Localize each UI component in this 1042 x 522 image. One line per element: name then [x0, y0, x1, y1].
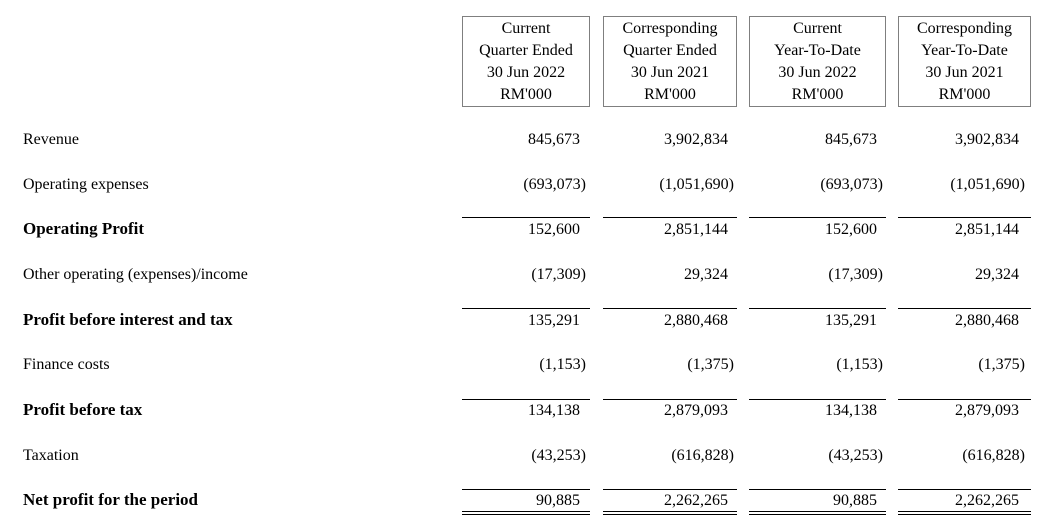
row-label-taxation: Taxation [23, 447, 79, 464]
cell-op-profit-ytd2022: 152,600 [825, 221, 877, 238]
cell-pbit-q2022: 135,291 [528, 312, 580, 329]
header-line: RM'000 [644, 86, 696, 103]
cell-pbt-ytd2022: 134,138 [825, 402, 877, 419]
cell-op-profit-ytd2021: 2,851,144 [955, 221, 1019, 238]
cell-revenue-ytd2021: 3,902,834 [955, 131, 1019, 148]
header-line: Quarter Ended [479, 42, 573, 59]
total-double-rule-bottom [603, 514, 737, 515]
header-line: Corresponding [916, 20, 1013, 37]
total-double-rule-bottom [462, 514, 590, 515]
header-line: Year-To-Date [921, 42, 1008, 59]
cell-pbt-q2022: 134,138 [528, 402, 580, 419]
row-label-pbt: Profit before tax [23, 400, 143, 419]
subtotal-rule [462, 489, 590, 490]
column-header-corresponding-quarter: Corresponding Quarter Ended 30 Jun 2021 … [603, 16, 737, 107]
total-double-rule-top [603, 511, 737, 512]
cell-op-profit-q2021: 2,851,144 [664, 221, 728, 238]
row-label-other-operating: Other operating (expenses)/income [23, 266, 248, 283]
subtotal-rule [462, 308, 590, 309]
header-line: Year-To-Date [774, 42, 861, 59]
column-header-current-quarter: Current Quarter Ended 30 Jun 2022 RM'000 [462, 16, 590, 107]
total-double-rule-bottom [898, 514, 1031, 515]
subtotal-rule [462, 399, 590, 400]
header-line: 30 Jun 2022 [486, 64, 566, 81]
cell-pbt-ytd2021: 2,879,093 [955, 402, 1019, 419]
cell-op-profit-q2022: 152,600 [528, 221, 580, 238]
cell-revenue-ytd2022: 845,673 [825, 131, 877, 148]
header-line: Corresponding [622, 20, 718, 37]
subtotal-rule [898, 399, 1031, 400]
cell-finance-ytd2022: (1,153) [836, 356, 883, 373]
cell-pbit-ytd2021: 2,880,468 [955, 312, 1019, 329]
cell-revenue-q2021: 3,902,834 [664, 131, 728, 148]
cell-tax-q2021: (616,828) [671, 447, 734, 464]
cell-tax-ytd2021: (616,828) [962, 447, 1025, 464]
subtotal-rule [603, 399, 737, 400]
row-label-finance-costs: Finance costs [23, 356, 110, 373]
cell-opex-ytd2022: (693,073) [820, 176, 883, 193]
subtotal-rule [898, 217, 1031, 218]
header-line: RM'000 [500, 86, 552, 103]
cell-finance-q2022: (1,153) [539, 356, 586, 373]
header-line: RM'000 [938, 86, 991, 103]
header-line: 30 Jun 2021 [630, 64, 710, 81]
header-line: Quarter Ended [623, 42, 717, 59]
total-double-rule-top [898, 511, 1031, 512]
cell-other-q2022: (17,309) [531, 266, 586, 283]
header-line: Current [793, 20, 842, 37]
row-label-pbit: Profit before interest and tax [23, 310, 233, 329]
total-double-rule-top [749, 511, 886, 512]
cell-tax-q2022: (43,253) [531, 447, 586, 464]
row-label-operating-profit: Operating Profit [23, 219, 145, 238]
subtotal-rule [603, 308, 737, 309]
cell-opex-q2021: (1,051,690) [659, 176, 734, 193]
column-header-current-ytd: Current Year-To-Date 30 Jun 2022 RM'000 [749, 16, 886, 107]
subtotal-rule [749, 489, 886, 490]
subtotal-rule [749, 217, 886, 218]
row-label-net-profit: Net profit for the period [23, 490, 199, 509]
cell-opex-ytd2021: (1,051,690) [950, 176, 1025, 193]
cell-net-q2021: 2,262,265 [664, 492, 728, 509]
subtotal-rule [603, 489, 737, 490]
cell-opex-q2022: (693,073) [523, 176, 586, 193]
header-line: Current [501, 20, 551, 37]
cell-other-ytd2021: 29,324 [975, 266, 1019, 283]
subtotal-rule [462, 217, 590, 218]
subtotal-rule [749, 399, 886, 400]
cell-pbit-ytd2022: 135,291 [825, 312, 877, 329]
subtotal-rule [749, 308, 886, 309]
cell-pbt-q2021: 2,879,093 [664, 402, 728, 419]
cell-net-ytd2021: 2,262,265 [955, 492, 1019, 509]
column-header-corresponding-ytd: Corresponding Year-To-Date 30 Jun 2021 R… [898, 16, 1031, 107]
header-line: 30 Jun 2021 [925, 64, 1004, 81]
cell-finance-ytd2021: (1,375) [978, 356, 1025, 373]
cell-other-q2021: 29,324 [684, 266, 728, 283]
header-line: 30 Jun 2022 [778, 64, 857, 81]
total-double-rule-bottom [749, 514, 886, 515]
total-double-rule-top [462, 511, 590, 512]
subtotal-rule [603, 217, 737, 218]
row-label-operating-expenses: Operating expenses [23, 176, 149, 193]
header-line: RM'000 [791, 86, 844, 103]
cell-pbit-q2021: 2,880,468 [664, 312, 728, 329]
subtotal-rule [898, 489, 1031, 490]
row-label-revenue: Revenue [23, 131, 79, 148]
subtotal-rule [898, 308, 1031, 309]
cell-tax-ytd2022: (43,253) [828, 447, 883, 464]
cell-finance-q2021: (1,375) [687, 356, 734, 373]
cell-net-ytd2022: 90,885 [833, 492, 877, 509]
cell-revenue-q2022: 845,673 [528, 131, 580, 148]
cell-net-q2022: 90,885 [536, 492, 580, 509]
cell-other-ytd2022: (17,309) [828, 266, 883, 283]
